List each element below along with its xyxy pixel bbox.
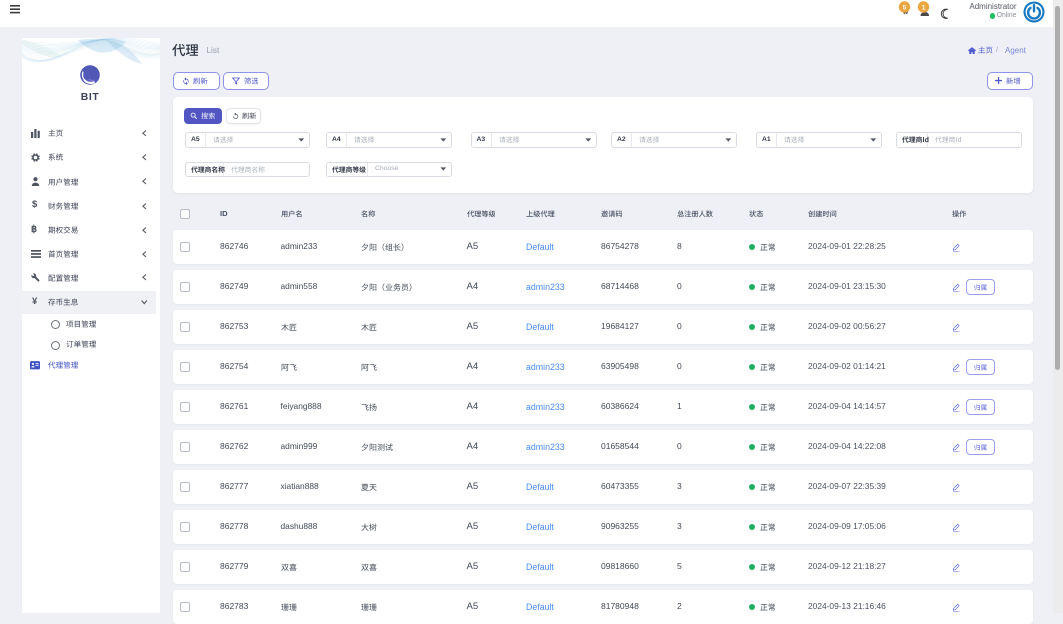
- svg-text:1: 1: [922, 4, 926, 11]
- svg-text:5: 5: [903, 4, 907, 11]
